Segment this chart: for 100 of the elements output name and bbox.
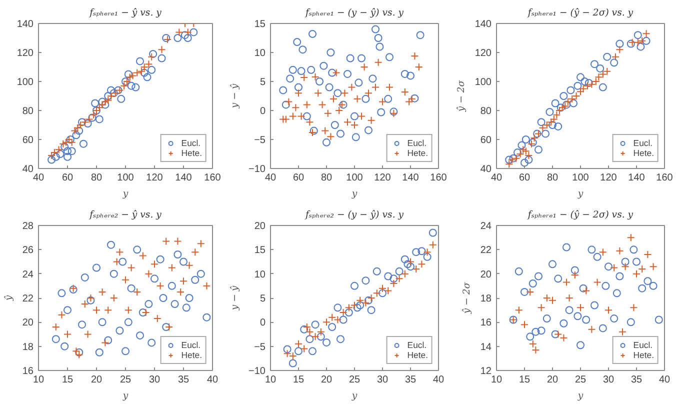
- y-axis-title: ŷ − 2σ: [461, 282, 472, 315]
- y-tick-label: 12: [480, 366, 492, 377]
- x-axis-title: y: [350, 390, 358, 402]
- y-tick-label: 20: [254, 221, 266, 232]
- y-tick-label: 60: [22, 135, 34, 146]
- y-tick-label: 20: [22, 318, 34, 329]
- y-tick-label: 100: [474, 77, 492, 88]
- y-axis-title: ŷ: [3, 294, 14, 302]
- x-tick-label: 40: [432, 374, 444, 386]
- y-tick-label: 80: [480, 106, 492, 117]
- x-tick-label: 15: [292, 374, 304, 386]
- x-tick-label: 120: [600, 172, 618, 184]
- x-tick-label: 40: [490, 172, 502, 184]
- x-tick-label: 80: [546, 172, 558, 184]
- x-axis-title: y: [122, 390, 129, 402]
- legend-label: Hete.: [407, 148, 428, 158]
- x-tick-label: 80: [90, 172, 102, 184]
- legend-label: Hete.: [181, 148, 202, 158]
- x-tick-label: 80: [320, 172, 332, 184]
- y-tick-label: 100: [16, 77, 34, 88]
- x-tick-label: 140: [175, 172, 192, 184]
- y-tick-label: 0: [260, 318, 266, 329]
- x-tick-label: 20: [546, 374, 558, 386]
- y-tick-label: −10: [248, 164, 266, 175]
- chart-title: fₛₚₕₑᵣₑ₂ − (y − ŷ) vs. y: [304, 210, 404, 220]
- legend-label: Eucl.: [181, 138, 202, 148]
- x-tick-label: 30: [148, 374, 160, 386]
- legend-label: Eucl.: [633, 138, 654, 148]
- x-tick-label: 120: [374, 172, 392, 184]
- x-axis-title: y: [576, 188, 584, 200]
- y-tick-label: 18: [480, 294, 492, 304]
- x-tick-label: 10: [32, 374, 44, 386]
- x-tick-label: 30: [602, 374, 614, 386]
- y-tick-label: 140: [474, 19, 492, 30]
- y-tick-label: −5: [254, 342, 266, 353]
- x-tick-label: 25: [574, 374, 586, 386]
- chart-title: fₛₚₕₑᵣₑ₁ − (y − ŷ) vs. y: [304, 8, 404, 18]
- x-tick-label: 25: [348, 374, 360, 386]
- x-axis-title: y: [122, 188, 129, 200]
- y-tick-label: 40: [480, 164, 492, 175]
- y-tick-label: 16: [22, 366, 34, 377]
- y-tick-label: 15: [254, 19, 266, 30]
- y-tick-label: 15: [254, 245, 266, 256]
- y-tick-label: 10: [254, 269, 266, 280]
- y-axis-title: y − ŷ: [230, 83, 241, 110]
- x-tick-label: 10: [490, 374, 502, 386]
- x-tick-label: 25: [120, 374, 132, 386]
- chart-title: fₛₚₕₑᵣₑ₁ − (ŷ − 2σ) vs. y: [526, 210, 634, 220]
- legend-label: Hete.: [407, 350, 428, 360]
- x-tick-label: 140: [628, 172, 646, 184]
- x-tick-label: 100: [572, 172, 590, 184]
- y-tick-label: 10: [254, 48, 266, 59]
- x-tick-label: 120: [146, 172, 164, 184]
- y-axis-title: y − ŷ: [230, 285, 241, 312]
- x-tick-label: 15: [62, 374, 74, 386]
- y-tick-label: 20: [480, 269, 492, 280]
- y-tick-label: 120: [16, 48, 34, 59]
- x-tick-label: 40: [32, 172, 44, 184]
- y-tick-label: 5: [260, 294, 266, 304]
- x-tick-label: 35: [404, 374, 416, 386]
- y-tick-label: 26: [22, 245, 34, 256]
- x-tick-label: 20: [320, 374, 332, 386]
- x-tick-label: 60: [292, 172, 304, 184]
- y-tick-label: 140: [16, 19, 34, 30]
- y-tick-label: 80: [22, 106, 34, 117]
- legend-label: Hete.: [633, 350, 654, 360]
- legend-label: Eucl.: [633, 340, 654, 350]
- y-tick-label: −5: [254, 135, 266, 146]
- y-axis-title: ŷ − 2σ: [456, 80, 467, 113]
- y-tick-label: 18: [22, 342, 34, 353]
- x-tick-label: 35: [630, 374, 642, 386]
- x-tick-label: 100: [117, 172, 134, 184]
- x-tick-label: 20: [90, 374, 102, 386]
- y-tick-label: −10: [248, 366, 266, 377]
- x-tick-label: 15: [518, 374, 530, 386]
- y-tick-label: 40: [22, 164, 34, 175]
- chart-title: fₛₚₕₑᵣₑ₂ − ŷ vs. y: [88, 210, 162, 220]
- x-tick-label: 60: [62, 172, 74, 184]
- x-axis-title: y: [576, 390, 584, 402]
- legend-label: Eucl.: [407, 340, 428, 350]
- chart-title: fₛₚₕₑᵣₑ₁ − ŷ vs. y: [88, 8, 162, 18]
- y-tick-label: 28: [22, 221, 34, 232]
- legend-label: Hete.: [181, 350, 202, 360]
- y-tick-label: 24: [480, 221, 492, 232]
- x-tick-label: 160: [656, 172, 674, 184]
- legend-label: Hete.: [633, 148, 654, 158]
- legend-label: Eucl.: [407, 138, 428, 148]
- y-tick-label: 16: [480, 318, 492, 329]
- y-tick-label: 14: [480, 342, 492, 353]
- x-tick-label: 60: [518, 172, 530, 184]
- y-tick-label: 5: [260, 77, 266, 88]
- y-tick-label: 22: [480, 245, 492, 256]
- x-tick-label: 100: [346, 172, 364, 184]
- x-tick-label: 35: [178, 374, 190, 386]
- x-axis-title: y: [350, 188, 358, 200]
- x-tick-label: 140: [402, 172, 420, 184]
- x-tick-label: 40: [658, 374, 670, 386]
- y-tick-label: 60: [480, 135, 492, 146]
- y-tick-label: 24: [22, 269, 34, 280]
- x-tick-label: 30: [376, 374, 388, 386]
